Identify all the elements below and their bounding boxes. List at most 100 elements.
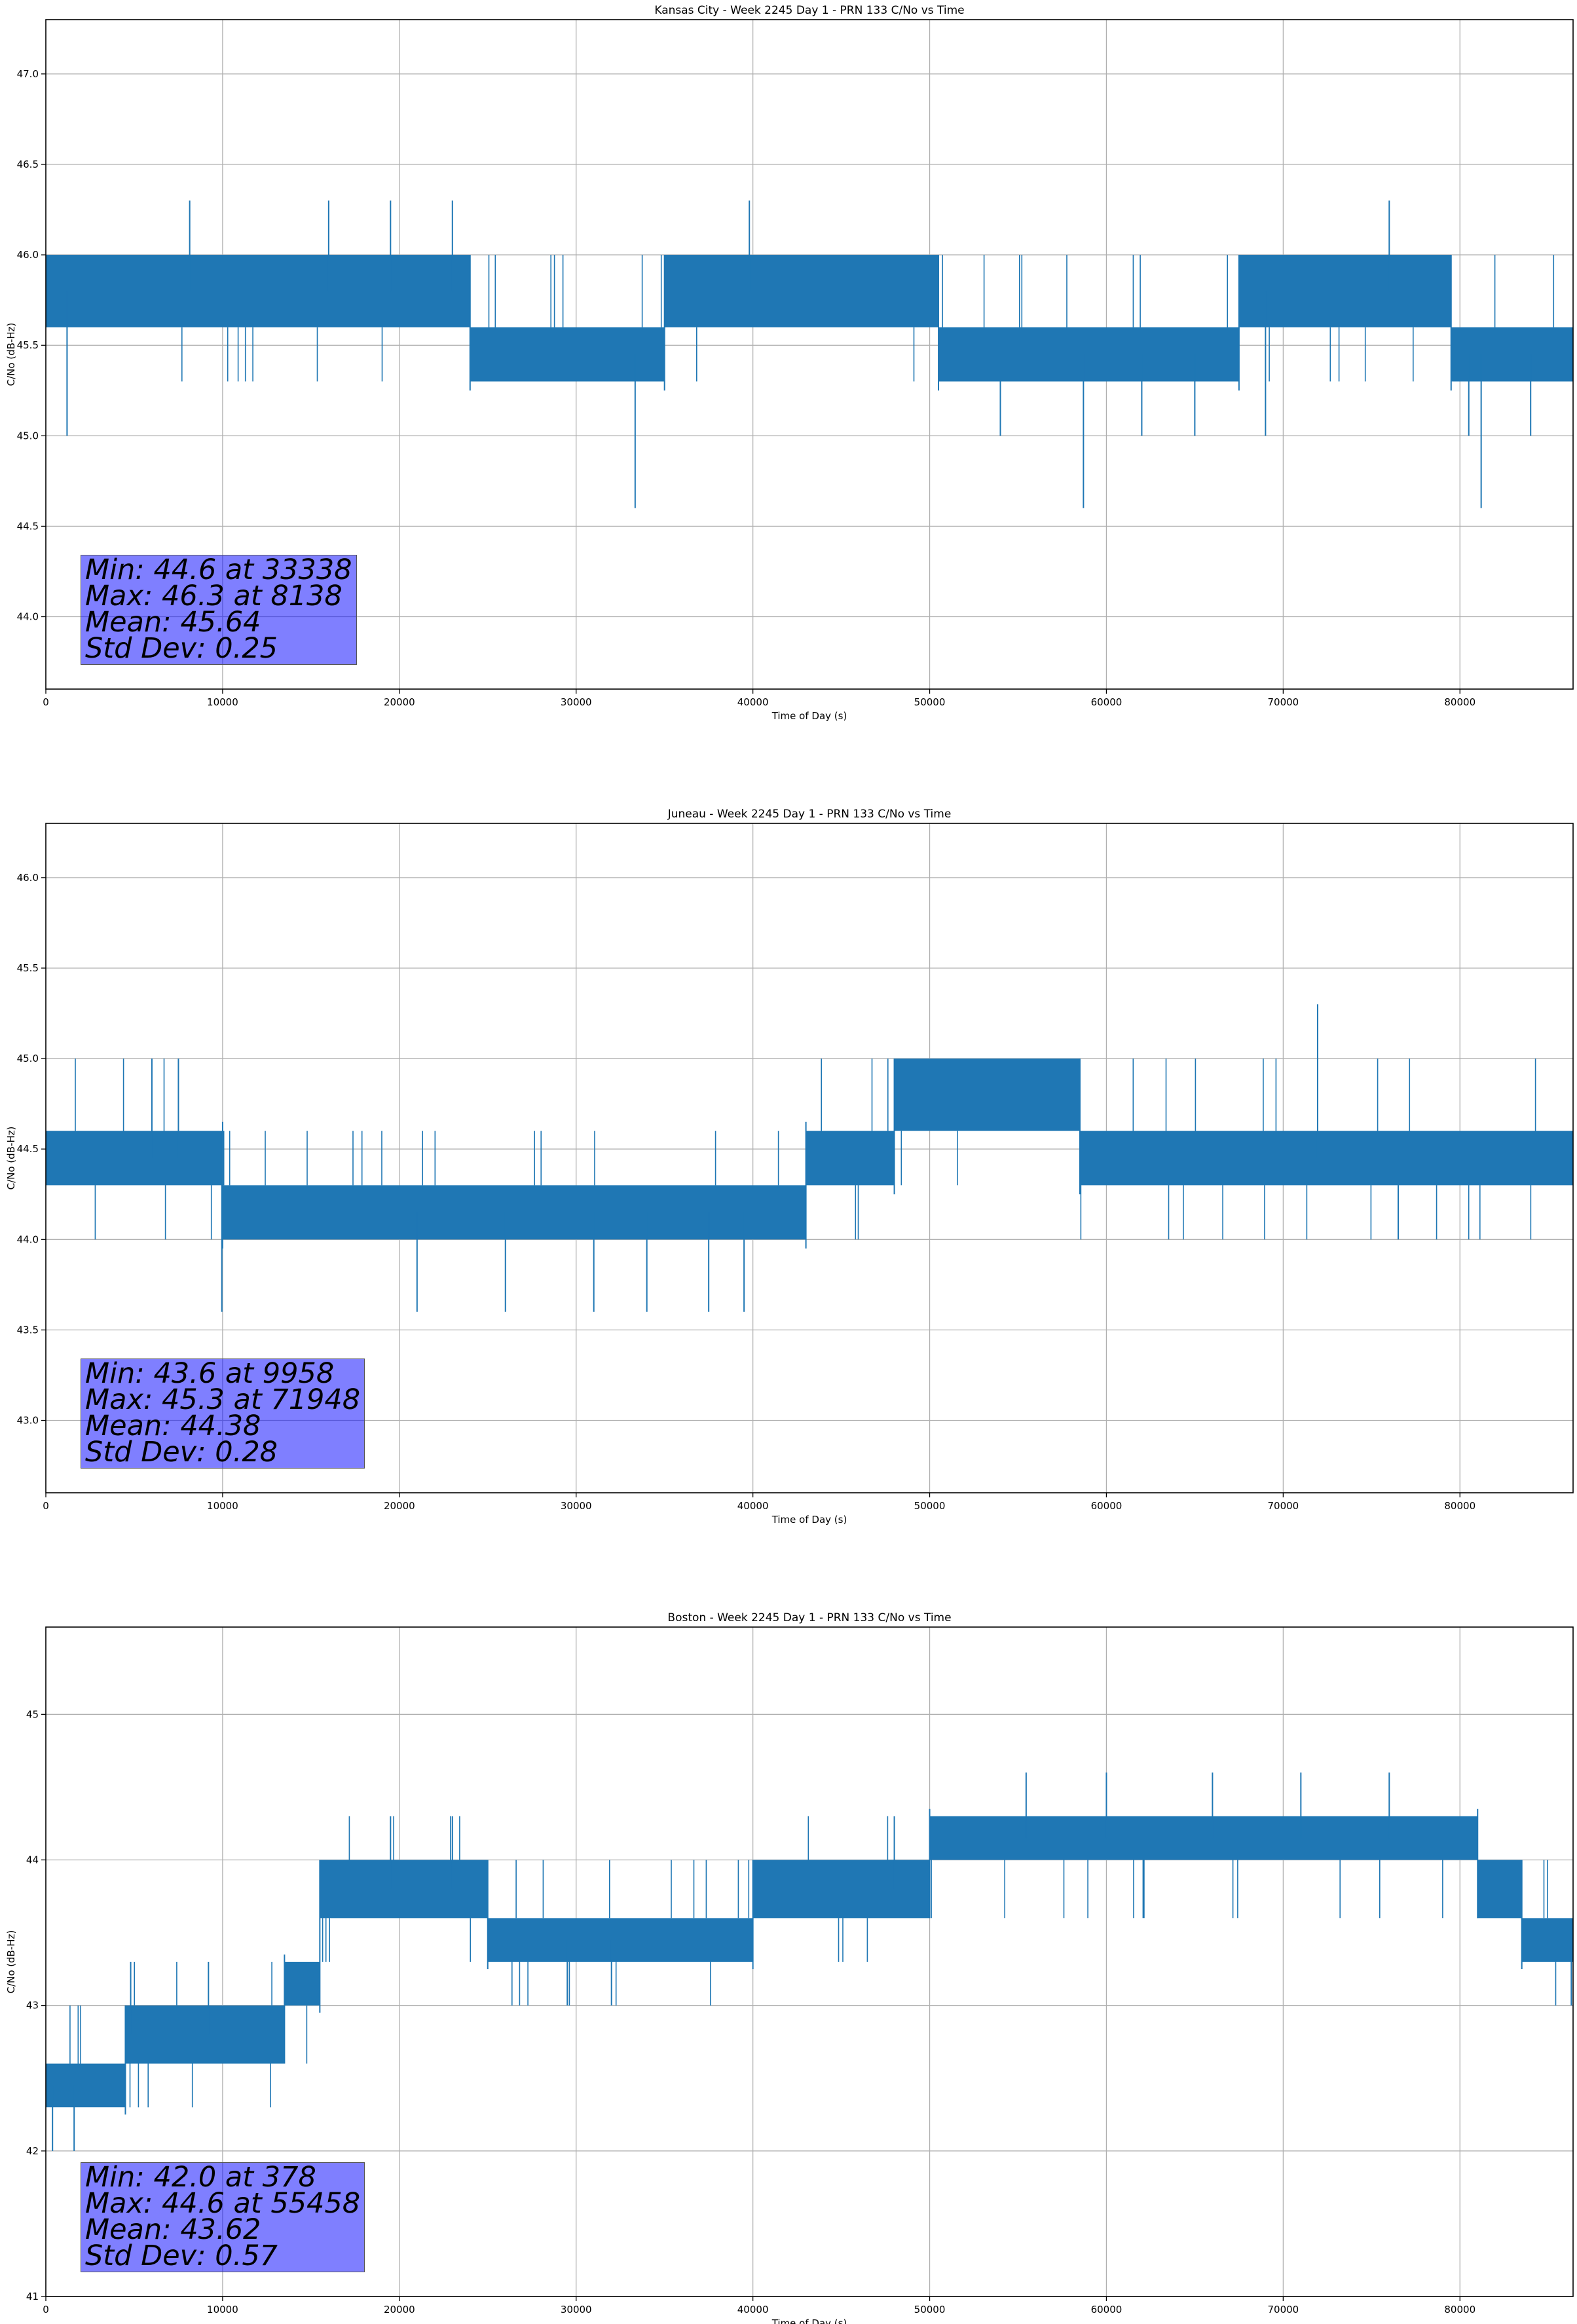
- y-tick-label: 47.0: [17, 68, 39, 80]
- data-flicker: [942, 255, 1228, 328]
- data-band: [664, 255, 939, 328]
- stats-min: Min: 44.6 at 33338: [85, 553, 352, 586]
- x-tick-label: 70000: [1267, 696, 1299, 708]
- data-flicker: [807, 1816, 889, 1962]
- data-flicker: [75, 1059, 212, 1240]
- data-series: [46, 200, 1573, 508]
- data-band: [1521, 1918, 1573, 1962]
- chart-panel-1: Juneau - Week 2245 Day 1 - PRN 133 C/No …: [5, 808, 1574, 1526]
- y-tick-label: 45: [26, 1708, 39, 1720]
- chart-panel-2: Boston - Week 2245 Day 1 - PRN 133 C/No …: [5, 1611, 1574, 2324]
- data-band: [487, 1918, 753, 1962]
- data-band: [46, 1131, 223, 1186]
- data-flicker: [511, 1860, 750, 2006]
- x-tick-label: 40000: [737, 2304, 769, 2315]
- x-tick-label: 60000: [1091, 2304, 1122, 2315]
- stats-max: Max: 44.6 at 55458: [85, 2187, 361, 2220]
- x-axis-label: Time of Day (s): [771, 1514, 847, 1526]
- x-tick-label: 0: [43, 2304, 49, 2315]
- x-tick-label: 40000: [737, 696, 769, 708]
- y-tick-label: 41: [26, 2291, 39, 2302]
- data-flicker: [181, 327, 383, 382]
- plot-frame: [45, 823, 1574, 1493]
- data-band: [894, 1059, 1080, 1131]
- plot-frame: [45, 1626, 1574, 2297]
- x-tick-label: 20000: [384, 696, 415, 708]
- x-tick-label: 50000: [914, 696, 946, 708]
- x-tick-label: 80000: [1444, 1500, 1475, 1512]
- y-tick-label: 46.0: [17, 249, 39, 261]
- stats-max: Max: 46.3 at 8138: [85, 580, 343, 612]
- y-tick-label: 45.5: [17, 339, 39, 351]
- data-flicker: [129, 1962, 272, 2108]
- stats-std: Std Dev: 0.25: [85, 632, 278, 665]
- data-band: [125, 2005, 285, 2064]
- x-tick-label: 0: [43, 1500, 49, 1512]
- data-band: [929, 1816, 1478, 1860]
- x-tick-label: 10000: [207, 2304, 238, 2315]
- stats-std: Std Dev: 0.28: [85, 1436, 278, 1469]
- stats-box: Min: 42.0 at 378 Max: 44.6 at 55458 Mean: …: [81, 2162, 365, 2272]
- x-tick-label: 60000: [1091, 1500, 1122, 1512]
- x-tick-label: 0: [43, 696, 49, 708]
- x-tick-label: 50000: [914, 2304, 946, 2315]
- stats-min: Min: 43.6 at 9958: [85, 1357, 335, 1390]
- y-tick-label: 43.0: [17, 1415, 39, 1427]
- x-tick-label: 20000: [384, 2304, 415, 2315]
- data-flicker: [1494, 255, 1555, 328]
- x-tick-label: 80000: [1444, 696, 1475, 708]
- y-tick-label: 45.5: [17, 962, 39, 974]
- x-tick-label: 70000: [1267, 1500, 1299, 1512]
- data-band: [806, 1131, 895, 1186]
- y-tick-label: 43.5: [17, 1324, 39, 1336]
- data-band: [46, 255, 470, 328]
- data-flicker: [821, 1059, 889, 1240]
- y-tick-label: 44.5: [17, 520, 39, 532]
- stats-min: Min: 42.0 at 378: [85, 2161, 316, 2194]
- data-flicker: [488, 255, 662, 328]
- data-flicker: [69, 2005, 81, 2064]
- data-flicker: [322, 1816, 472, 1962]
- data-band: [222, 1185, 806, 1240]
- y-axis-label: C/No (dB-Hz): [5, 1930, 17, 1994]
- x-axis-label: Time of Day (s): [771, 710, 847, 722]
- data-flicker: [696, 327, 915, 382]
- data-flicker: [900, 1131, 958, 1186]
- y-tick-label: 44: [26, 1854, 39, 1865]
- data-band: [46, 2063, 126, 2108]
- stats-mean: Mean: 44.38: [85, 1410, 261, 1442]
- y-axis-label: C/No (dB-Hz): [5, 1127, 17, 1190]
- stats-box: Min: 43.6 at 9958 Max: 45.3 at 71948 Mean:…: [81, 1359, 365, 1469]
- data-flicker: [1543, 1860, 1557, 2006]
- y-tick-label: 42: [26, 2145, 39, 2157]
- data-band: [284, 1962, 320, 2006]
- data-band: [938, 327, 1239, 382]
- stats-mean: Mean: 45.64: [85, 606, 261, 639]
- chart-title: Boston - Week 2245 Day 1 - PRN 133 C/No …: [667, 1611, 951, 1624]
- y-tick-label: 45.0: [17, 1053, 39, 1064]
- y-tick-label: 43: [26, 2000, 39, 2012]
- y-axis-label: C/No (dB-Hz): [5, 323, 17, 386]
- y-tick-label: 45.0: [17, 430, 39, 441]
- y-tick-label: 44.0: [17, 1233, 39, 1245]
- data-band: [1451, 327, 1573, 382]
- stats-mean: Mean: 43.62: [85, 2213, 261, 2246]
- x-tick-label: 50000: [914, 1500, 946, 1512]
- data-series: [46, 1772, 1573, 2151]
- data-band: [1477, 1860, 1522, 1919]
- data-band: [470, 327, 665, 382]
- y-tick-label: 46.0: [17, 872, 39, 884]
- plot-frame: [45, 19, 1574, 690]
- x-tick-label: 10000: [207, 696, 238, 708]
- x-tick-label: 10000: [207, 1500, 238, 1512]
- x-tick-label: 60000: [1091, 696, 1122, 708]
- y-tick-label: 44.0: [17, 611, 39, 623]
- y-tick-label: 44.5: [17, 1143, 39, 1155]
- chart-panel-0: Kansas City - Week 2245 Day 1 - PRN 133 …: [5, 4, 1574, 722]
- x-tick-label: 30000: [561, 2304, 592, 2315]
- y-tick-label: 46.5: [17, 159, 39, 170]
- x-tick-label: 30000: [561, 696, 592, 708]
- data-flicker: [223, 1131, 779, 1186]
- x-tick-label: 80000: [1444, 2304, 1475, 2315]
